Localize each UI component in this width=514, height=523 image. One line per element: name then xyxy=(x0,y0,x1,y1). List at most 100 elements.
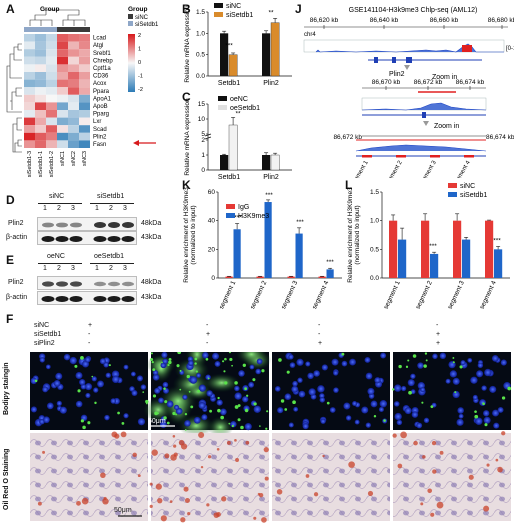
y-tick-label: 0.0 xyxy=(370,275,379,282)
panel-letter-j: J xyxy=(295,2,302,16)
scale-tick-label: 86,680 kb xyxy=(488,17,514,24)
scale-tick-label: 86,670 kb xyxy=(372,79,401,86)
lane-6: 3 xyxy=(123,205,127,212)
bar xyxy=(225,276,233,278)
heatmap-cell xyxy=(79,87,90,95)
panel-c-chart: 0 1 25 10 15 Relative mRNA expression Setdb1 Pl… xyxy=(184,96,292,180)
heatmap-cell xyxy=(24,94,35,103)
y-tick-label: 60 xyxy=(208,189,216,196)
legend-swatch xyxy=(218,105,227,110)
scale-tick-label: 86,674 kb xyxy=(456,79,485,86)
heatmap-cell xyxy=(79,72,90,80)
scale-tick: 0 xyxy=(138,60,141,66)
genome-browser-panel: GSE141104-H3k9me3 Chlp-seq (AML12) 86,62… xyxy=(303,7,514,178)
heatmap-cell xyxy=(57,56,68,65)
zoom-arrow-2 xyxy=(423,121,429,126)
heatmap-cell xyxy=(46,110,57,118)
y-tick-label: 1.5 xyxy=(196,9,205,16)
heatmap-cell xyxy=(79,102,90,110)
segment-marker xyxy=(464,155,474,158)
heatmap-cell xyxy=(68,132,79,141)
heatmap-cell xyxy=(57,64,68,72)
group-bar-cell xyxy=(57,27,68,32)
heatmap-cell xyxy=(68,49,79,57)
heatmap-cell xyxy=(57,87,68,95)
heatmap-cell xyxy=(68,110,79,118)
exon-mid xyxy=(422,112,426,118)
lane-6: 3 xyxy=(123,265,127,272)
segment-label: segment 3 xyxy=(419,159,439,178)
segment-marker xyxy=(396,155,406,158)
axis-break xyxy=(204,136,212,140)
heatmap-cell xyxy=(68,79,79,88)
y-tick-label: 15 xyxy=(198,101,206,108)
scale-tick-label: 86,672 kb xyxy=(333,134,362,141)
group-bar-cell xyxy=(35,27,46,32)
lane-1: 1 xyxy=(43,265,47,272)
heatmap-cell xyxy=(57,72,68,80)
y-tick-label: 1 xyxy=(201,152,205,159)
matrix-cell: + xyxy=(206,331,211,338)
gene-label: Atgl xyxy=(93,43,103,49)
heatmap-cell xyxy=(24,56,35,65)
sample-label: siSetdb1-3 xyxy=(27,151,33,177)
scale-tick-label: 86,640 kb xyxy=(370,17,399,24)
gene-label: Pparg xyxy=(93,112,109,118)
bar xyxy=(295,233,303,278)
bar xyxy=(326,269,334,278)
heatmap-cell xyxy=(46,117,57,126)
gene-label: Fasn xyxy=(93,142,106,148)
y-tick-label: 0 xyxy=(201,167,205,174)
x-tick-label: segment 1 xyxy=(218,280,237,311)
segment-label: segment 1 xyxy=(351,159,371,178)
panel-l-chart: 0.0 0.5 1.0 1.5 Relative enrichment of H3K9m… xyxy=(347,183,510,310)
heatmap-cell xyxy=(68,64,79,72)
y-tick-label: 0.5 xyxy=(196,52,205,59)
heatmap-cell xyxy=(79,56,90,65)
heatmap-cell xyxy=(35,117,46,126)
matrix-cell: + xyxy=(318,340,323,347)
heatmap-cell xyxy=(79,41,90,50)
heatmap-cell xyxy=(35,41,46,50)
heatmap-cell xyxy=(79,117,90,126)
sample-label: siSetdb1-1 xyxy=(38,151,44,177)
heatmap-cell xyxy=(57,125,68,133)
heatmap-cell xyxy=(68,34,79,42)
y-tick-label: 5 xyxy=(201,131,205,138)
sample-label: siNC3 xyxy=(82,151,88,166)
matrix-cell: - xyxy=(206,340,209,347)
signal-peak-bot xyxy=(355,144,487,152)
bar xyxy=(421,220,430,278)
microscopy-grid: 50μm 50μm xyxy=(30,352,512,523)
lane-5: 2 xyxy=(109,265,113,272)
heatmap-cell xyxy=(57,34,68,42)
legend-label: oeNC xyxy=(230,96,248,103)
y-axis-label: (normalized to input) xyxy=(354,205,361,264)
lane-3: 3 xyxy=(71,265,75,272)
heatmap-cell xyxy=(24,132,35,141)
significance-label: ** xyxy=(268,9,274,16)
heatmap-cell xyxy=(57,79,68,88)
panel-letter-a: A xyxy=(6,2,15,16)
axis-break xyxy=(204,133,212,137)
heatmap-cell xyxy=(68,94,79,103)
heatmap-cell xyxy=(46,64,57,72)
heatmap-cell xyxy=(46,94,57,103)
heatmap-cell xyxy=(35,102,46,110)
heatmap-cell xyxy=(46,140,57,148)
heatmap-cell xyxy=(35,72,46,80)
group-bar-cell xyxy=(46,27,57,32)
lane-2: 2 xyxy=(57,265,61,272)
lane-4: 1 xyxy=(95,205,99,212)
significance-label: *** xyxy=(225,42,233,49)
condition-sinc: siNC xyxy=(34,322,50,329)
significance-label: *** xyxy=(234,215,242,222)
significance-label: *** xyxy=(326,259,334,266)
legend-group-title: Group xyxy=(128,6,148,13)
bodipy-image xyxy=(143,352,272,439)
legend-label: siNC xyxy=(460,183,475,190)
significance-label: ** xyxy=(235,111,241,118)
gene-label: Plin2 xyxy=(93,134,107,140)
peak-highlight-top xyxy=(462,45,472,52)
x-tick-label: segment 4 xyxy=(311,280,330,311)
